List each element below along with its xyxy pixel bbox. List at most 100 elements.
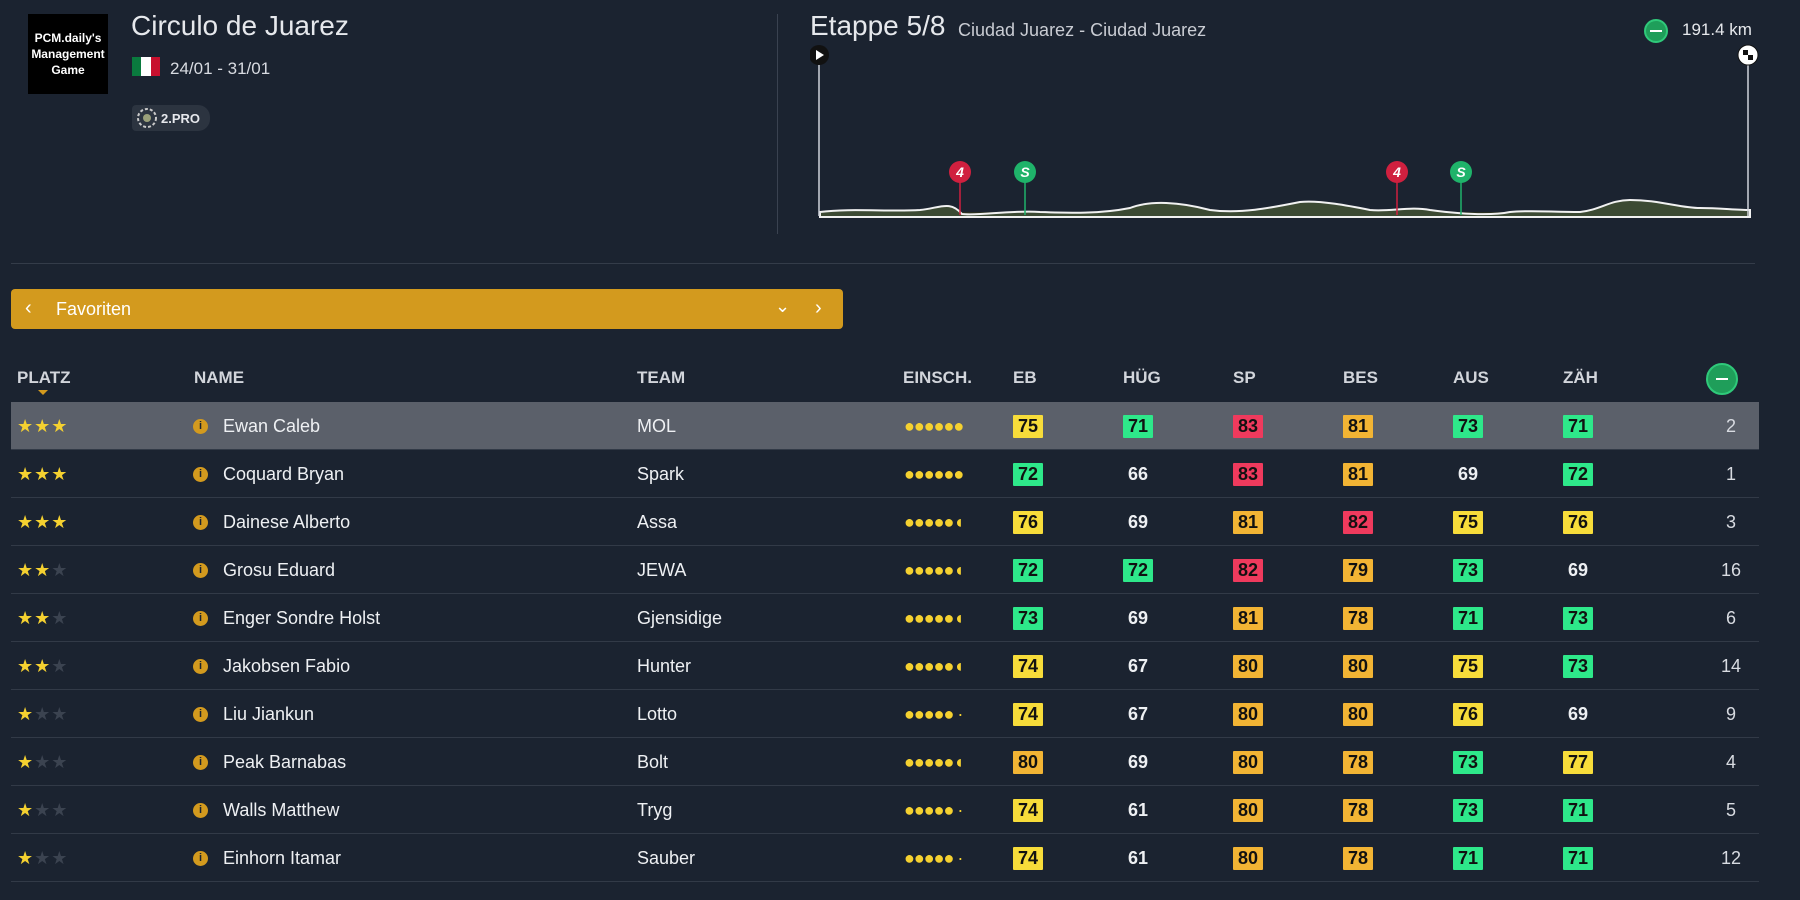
sprint-marker-label: S (1456, 164, 1466, 180)
rider-name[interactable]: Enger Sondre Holst (223, 607, 381, 628)
rider-info-button[interactable]: i (193, 546, 208, 594)
rider-team: Tryg (637, 799, 673, 820)
info-icon: i (193, 802, 208, 818)
table-row[interactable]: ★ ★ ★ i Enger Sondre Holst Gjensidige ●●●●●◖ 73… (11, 594, 1759, 642)
column-header-team[interactable]: TEAM (637, 368, 686, 387)
stat-bes-value: 78 (1343, 606, 1373, 630)
fitness-indicator: ●●●●● · (904, 799, 963, 820)
stat-sp: 80 (1233, 690, 1263, 738)
stage-rank: 16 (1720, 559, 1742, 580)
rider-name[interactable]: Ewan Caleb (223, 415, 321, 436)
star-filled-icon: ★ (34, 559, 52, 580)
rider-info-button[interactable]: i (193, 738, 208, 786)
column-header-platz[interactable]: PLATZ (17, 368, 71, 387)
stat-zah-value: 73 (1563, 654, 1593, 678)
table-row[interactable]: ★ ★ ★ i Ewan Caleb MOL ●●●●●● 75 71 83 81 73 71 2 (11, 402, 1759, 450)
stat-bes-value: 81 (1343, 462, 1373, 486)
rider-name[interactable]: Grosu Eduard (223, 559, 336, 580)
rider-team: Spark (637, 463, 685, 484)
stat-hug-value: 69 (1127, 607, 1149, 628)
stat-eb: 74 (1013, 642, 1043, 690)
rider-info-button[interactable]: i (193, 642, 208, 690)
column-header-einsch[interactable]: EINSCH. (903, 368, 972, 387)
star-filled-icon: ★ (17, 511, 35, 532)
filter-selector[interactable]: ‹ Favoriten ⌄ › (11, 289, 843, 329)
column-header-aus[interactable]: AUS (1453, 368, 1489, 387)
stat-sp: 80 (1233, 834, 1263, 882)
race-title: Circulo de Juarez (131, 10, 349, 41)
stat-aus-value: 71 (1453, 606, 1483, 630)
race-class-badge: 2.PRO (132, 105, 210, 131)
column-header-name[interactable]: NAME (194, 368, 245, 387)
column-header-eb[interactable]: EB (1013, 368, 1037, 387)
rider-name[interactable]: Einhorn Itamar (223, 847, 342, 868)
star-filled-icon: ★ (17, 655, 35, 676)
rider-info-button[interactable]: i (193, 402, 208, 450)
game-logo: PCM.daily's Management Game (28, 14, 108, 94)
chevron-down-icon[interactable]: ⌄ (775, 296, 791, 316)
rider-name[interactable]: Coquard Bryan (223, 463, 345, 484)
chevron-left-icon[interactable]: ‹ (25, 297, 32, 319)
stage-rank: 12 (1720, 847, 1742, 868)
stat-eb: 74 (1013, 786, 1043, 834)
chevron-right-icon[interactable]: › (815, 297, 822, 319)
rider-name[interactable]: Jakobsen Fabio (223, 655, 351, 676)
stat-aus-value: 73 (1453, 750, 1483, 774)
star-empty-icon: ★ (51, 607, 69, 628)
table-row[interactable]: ★ ★ ★ i Grosu Eduard JEWA ●●●●●◖ 72 72 82 79 73 69 16 (11, 546, 1759, 594)
star-empty-icon: ★ (51, 799, 69, 820)
column-header-zah[interactable]: ZÄH (1563, 368, 1598, 387)
sprint-marker-label: S (1020, 164, 1030, 180)
star-filled-icon: ★ (34, 511, 52, 532)
rider-info-button[interactable]: i (193, 690, 208, 738)
star-filled-icon: ★ (17, 799, 35, 820)
table-row[interactable]: ★ ★ ★ i Einhorn Itamar Sauber ●●●●● · 74 61 80 78 7… (11, 834, 1759, 882)
stat-zah-value: 69 (1567, 703, 1589, 724)
stat-eb: 80 (1013, 738, 1043, 786)
rider-team: Lotto (637, 703, 678, 724)
table-row[interactable]: ★ ★ ★ i Walls Matthew Tryg ●●●●● · 74 61 80 78 73 71… (11, 786, 1759, 834)
table-row[interactable]: ★ ★ ★ i Liu Jiankun Lotto ●●●●● · 74 67 80 80 76 69 9 (11, 690, 1759, 738)
column-header-hug[interactable]: HÜG (1123, 368, 1161, 387)
stat-sp-value: 80 (1233, 702, 1263, 726)
stage-rank: 5 (1725, 799, 1736, 820)
info-icon: i (193, 658, 208, 674)
info-icon: i (193, 418, 208, 434)
stat-bes: 80 (1343, 642, 1373, 690)
stat-zah: 73 (1563, 642, 1593, 690)
rider-name[interactable]: Walls Matthew (223, 799, 340, 820)
rider-info-button[interactable]: i (193, 450, 208, 498)
rider-name[interactable]: Peak Barnabas (223, 751, 347, 772)
column-header-bes[interactable]: BES (1343, 368, 1378, 387)
rider-info-button[interactable]: i (193, 594, 208, 642)
stage-title: Etappe 5/8 (810, 10, 946, 41)
profile-marker-climb-2: 4 (1386, 161, 1408, 215)
table-row[interactable]: ★ ★ ★ i Jakobsen Fabio Hunter ●●●●●◖ 74 67 80 80 75… (11, 642, 1759, 690)
rider-info-button[interactable]: i (193, 834, 208, 882)
rider-name[interactable]: Liu Jiankun (223, 703, 315, 724)
favorite-stars: ★ ★ ★ (17, 786, 68, 834)
table-row[interactable]: ★ ★ ★ i Coquard Bryan Spark ●●●●●● 72 66 83 81 69 72… (11, 450, 1759, 498)
favorite-stars: ★ ★ ★ (17, 498, 68, 546)
table-row[interactable]: ★ ★ ★ i Peak Barnabas Bolt ●●●●●◖ 80 69 80 78 73 77 4 (11, 738, 1759, 786)
stat-bes: 80 (1343, 690, 1373, 738)
flat-stage-rank-header-icon[interactable] (1706, 363, 1738, 395)
rider-team: Gjensidige (637, 607, 723, 628)
stat-bes-value: 81 (1343, 414, 1373, 438)
rider-info-button[interactable]: i (193, 498, 208, 546)
stat-sp-value: 80 (1233, 798, 1263, 822)
star-empty-icon: ★ (51, 751, 69, 772)
stat-hug-value: 69 (1127, 751, 1149, 772)
stat-sp: 80 (1233, 642, 1263, 690)
rider-name[interactable]: Dainese Alberto (223, 511, 351, 532)
stat-zah: 77 (1563, 738, 1593, 786)
table-row[interactable]: ★ ★ ★ i Dainese Alberto Assa ●●●●●◖ 76 69 81 82 75 7… (11, 498, 1759, 546)
profile-marker-sprint-1: S (1014, 161, 1036, 215)
stat-eb-value: 72 (1013, 462, 1043, 486)
stat-hug: 67 (1123, 642, 1153, 690)
stat-hug-value: 67 (1127, 703, 1149, 724)
rider-info-button[interactable]: i (193, 786, 208, 834)
stat-hug-value: 71 (1123, 414, 1153, 438)
column-header-sp[interactable]: SP (1233, 368, 1256, 387)
stat-aus: 73 (1453, 738, 1483, 786)
